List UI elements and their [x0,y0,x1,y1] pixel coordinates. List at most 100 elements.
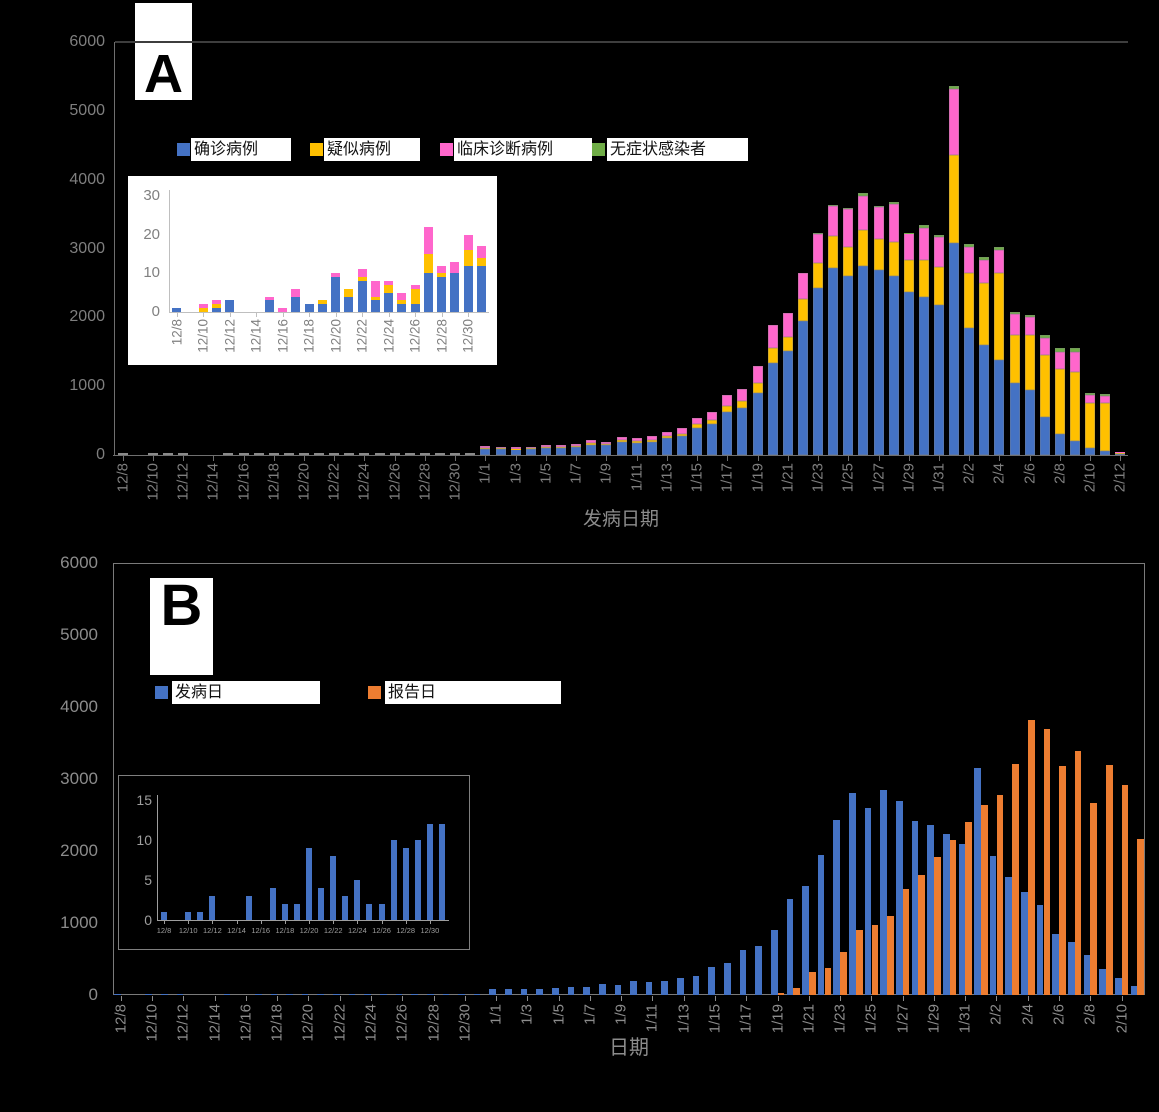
x-tick [1059,996,1060,1001]
bar-segment-临床诊断病例 [1039,337,1050,356]
x-tick [1090,456,1092,461]
bar-segment-临床诊断病例 [767,324,778,348]
inset-x-tick [284,921,286,924]
bar-report [1090,803,1098,995]
bar-onset [380,994,387,995]
x-tick [245,996,247,1001]
x-tick-label: 1/23 [831,1004,849,1034]
x-tick-label: 2/8 [1081,1004,1099,1025]
x-tick-label: 12/24 [362,1004,380,1042]
bar-segment-临床诊断病例 [934,237,944,267]
inset-x-tick [282,313,284,317]
bar-segment-临床诊断病例 [631,438,642,442]
bar-onset [317,994,325,995]
x-tick [1059,456,1061,461]
bar-segment-临床诊断病例 [888,204,899,242]
inset-x-tick-label: 12/20 [299,926,319,935]
x-tick [1029,456,1031,461]
bar-segment-确诊病例 [767,363,778,455]
x-tick [545,456,547,461]
inset-bar-segment-疑似病例 [317,300,327,305]
bar-sliver [374,453,385,455]
bar-segment-疑似病例 [571,445,582,448]
x-tick [214,996,216,1001]
x-tick [334,456,336,461]
inset-y-tick-label: 20 [143,225,160,243]
bar-segment-无症状感染者 [858,193,869,196]
bar-onset [364,994,371,995]
bar-segment-无症状感染者 [1100,393,1111,396]
bar-segment-疑似病例 [676,433,687,437]
bar-segment-疑似病例 [1009,334,1020,383]
bar-segment-确诊病例 [601,445,612,455]
bar-segment-疑似病例 [873,239,884,270]
bar-report [1074,750,1082,995]
bar-sliver [404,453,415,455]
inset-bar-segment-临床诊断病例 [198,304,208,309]
x-tick-label: 1/31 [930,463,948,493]
bar-sliver [314,453,325,455]
x-tick [1121,996,1123,1001]
x-tick-label: 12/12 [174,463,192,501]
bar-report [1059,766,1066,995]
bar-onset [254,994,262,995]
inset-x-tick-label: 12/12 [222,319,238,353]
legend-swatch-确诊病例 [177,143,190,156]
inset-y-tick-label: 10 [143,264,160,282]
bar-segment-确诊病例 [616,441,627,455]
bar-segment-临床诊断病例 [525,446,536,449]
panel-a-x-axis-title: 发病日期 [582,509,659,530]
bar-segment-确诊病例 [934,304,944,455]
x-tick-label: 12/8 [112,1004,130,1034]
inset-bar-segment-疑似病例 [437,273,447,278]
bar-onset [614,984,622,995]
inset-x-tick-label: 12/8 [169,319,185,346]
bar-sliver [117,453,128,455]
x-tick [606,456,608,461]
inset-bar-segment-疑似病例 [463,250,473,266]
bar-segment-确诊病例 [661,438,672,455]
inset-bar-onset [245,896,252,920]
x-tick-label: 1/31 [956,1004,974,1034]
panel-a-label-box: A [135,3,192,101]
x-tick [339,996,341,1001]
bar-segment-确诊病例 [918,296,929,455]
x-tick [364,456,366,461]
x-tick [308,996,310,1001]
bar-segment-确诊病例 [797,320,808,455]
bar-segment-确诊病例 [1054,434,1065,455]
bar-segment-疑似病例 [797,299,808,321]
bar-segment-确诊病例 [646,441,657,455]
x-tick [394,456,396,461]
bar-onset [1021,892,1028,995]
bar-onset [927,825,934,995]
x-tick-label: 2/10 [1113,1004,1131,1034]
x-tick [152,456,154,461]
bar-onset [1005,876,1013,995]
bar-segment-疑似病例 [601,443,612,446]
bar-segment-无症状感染者 [1039,334,1050,338]
bar-onset [942,833,950,995]
bar-segment-确诊病例 [722,412,733,455]
inset-x-tick-label: 12/14 [227,926,246,935]
bar-segment-确诊病例 [737,408,748,455]
bar-segment-临床诊断病例 [692,417,703,425]
bar-segment-疑似病例 [525,448,536,450]
x-tick-label: 1/1 [487,1004,505,1025]
bar-segment-疑似病例 [540,447,551,449]
bar-segment-疑似病例 [752,383,763,394]
bar-onset [536,988,543,995]
x-tick [589,996,591,1001]
bar-report [777,992,785,995]
bar-sliver [283,453,294,455]
inset-bar-segment-确诊病例 [211,308,221,312]
x-tick [746,996,748,1001]
inset-x-tick [333,921,335,924]
bar-onset [1052,934,1059,995]
x-tick [213,456,215,461]
bar-segment-临床诊断病例 [1100,395,1111,403]
x-tick [808,996,810,1001]
bar-onset [802,885,809,995]
x-tick [666,456,668,461]
